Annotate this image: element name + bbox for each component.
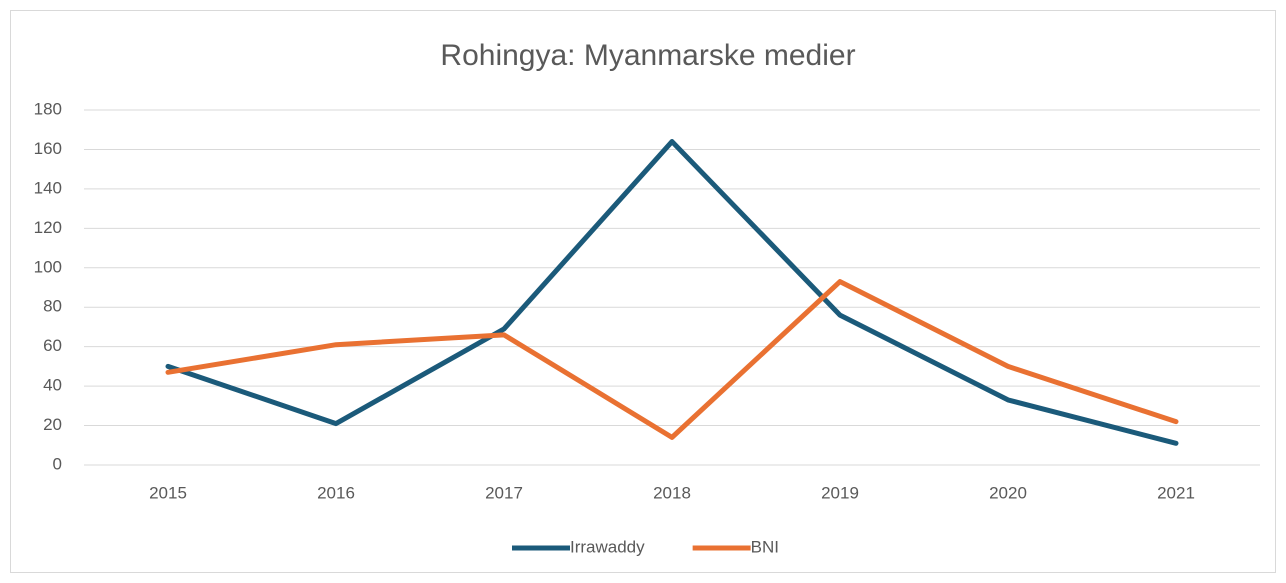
x-tick-label: 2016: [317, 483, 355, 502]
y-tick-label: 0: [53, 454, 62, 473]
y-tick-label: 80: [43, 297, 62, 316]
y-tick-label: 20: [43, 415, 62, 434]
series-line: [165, 139, 1179, 446]
x-tick-label: 2015: [149, 483, 187, 502]
chart-frame: [10, 10, 1276, 573]
series-line: [165, 279, 1179, 440]
y-tick-label: 40: [43, 376, 62, 395]
x-tick-label: 2020: [989, 483, 1027, 502]
x-tick-label: 2021: [1157, 483, 1195, 502]
y-tick-label: 180: [34, 99, 62, 118]
y-tick-label: 160: [34, 139, 62, 158]
y-tick-label: 100: [34, 257, 62, 276]
y-tick-label: 140: [34, 178, 62, 197]
y-tick-label: 120: [34, 218, 62, 237]
chart-title: Rohingya: Myanmarske medier: [440, 39, 855, 72]
x-tick-label: 2018: [653, 483, 691, 502]
legend-label: BNI: [751, 537, 779, 556]
y-tick-label: 60: [43, 336, 62, 355]
legend-label: Irrawaddy: [570, 537, 645, 556]
x-tick-label: 2017: [485, 483, 523, 502]
x-tick-label: 2019: [821, 483, 859, 502]
